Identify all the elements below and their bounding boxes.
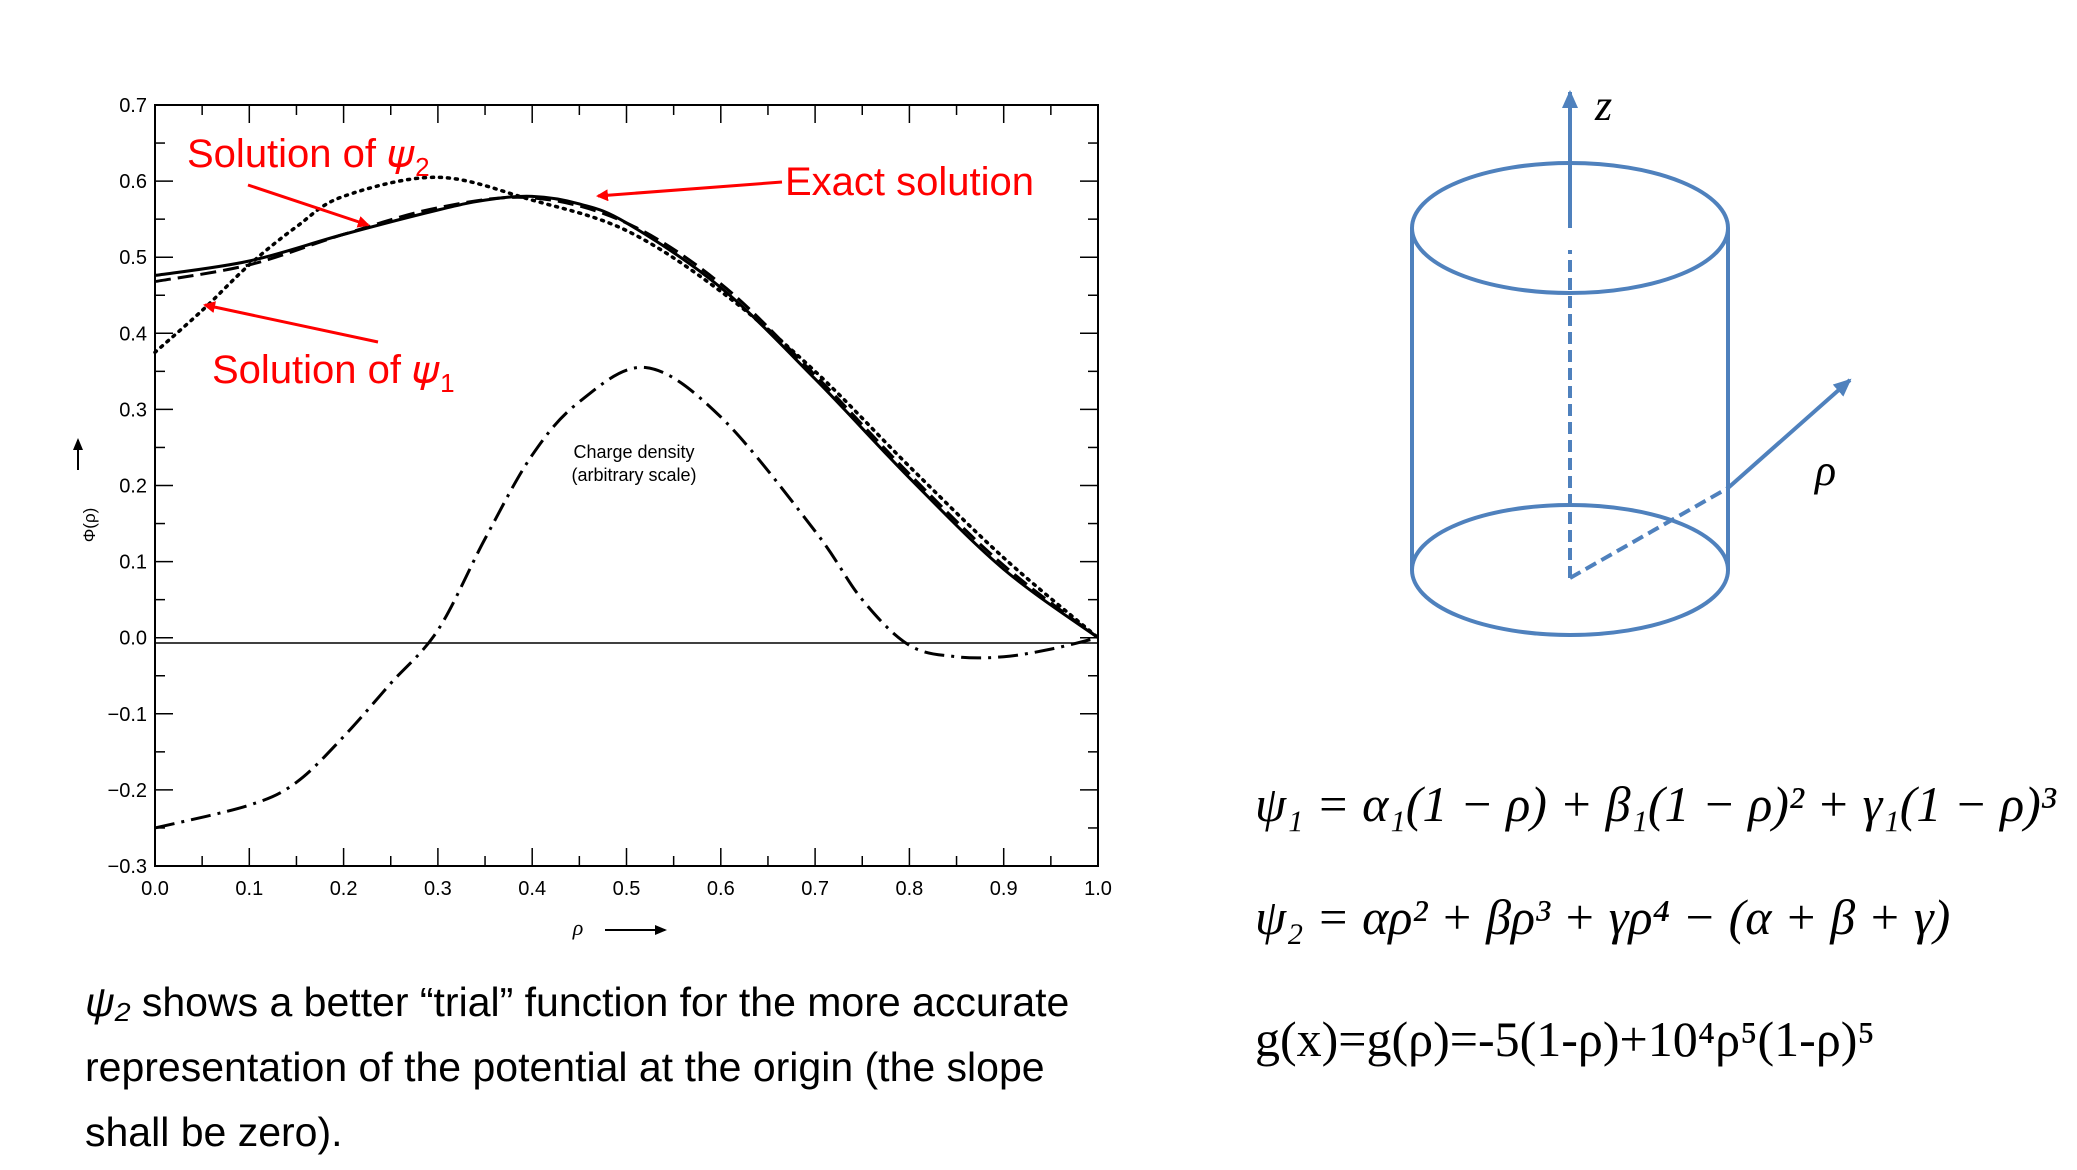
y-tick-label: 0.2 [119, 476, 147, 498]
y-tick-label: 0.3 [119, 399, 147, 421]
cylinder-diagram: z ρ [1410, 81, 1852, 637]
series-line-solid [154, 194, 1099, 639]
caption-psi: ψ₂ [85, 979, 131, 1025]
psi2-annotation-text: Solution of 𝜓 [187, 132, 416, 176]
x-tick-label: 0.2 [330, 878, 358, 900]
x-tick-label: 0.8 [895, 878, 923, 900]
y-tick-label: 0.0 [119, 628, 147, 650]
x-axis-label: ρ [572, 915, 584, 940]
y-tick-label: −0.3 [108, 856, 147, 878]
series-line-dashed [154, 195, 1099, 639]
y-axis-label: Φ(ρ) [80, 508, 99, 543]
series-line-dashdot [154, 366, 1099, 830]
psi1-annotation-text: Solution of 𝜓 [212, 348, 441, 392]
equation-g-text: g(x)=g(ρ)=-5(1-ρ)+10⁴ρ⁵(1-ρ)⁵ [1255, 1011, 1875, 1067]
axis-ticks [154, 104, 1099, 867]
caption: ψ₂ shows a better “trial” function for t… [85, 970, 1085, 1165]
charge-density-sublabel: (arbitrary scale) [571, 465, 696, 485]
y-tick-label: 0.5 [119, 247, 147, 269]
equation-psi2: ψ₂ = αρ² + βρ³ + γρ⁴ − (α + β + γ) [1255, 888, 1950, 946]
exact-annotation-arrow [596, 180, 783, 202]
psi1-annotation-sub: 1 [440, 368, 455, 398]
y-tick-label: −0.1 [108, 704, 147, 726]
series-line-dotted [153, 175, 1100, 640]
potential-plot: −0.3 −0.2 −0.1 0.0 0.1 0.2 0.3 0.4 0.5 0.6 0.7 0.0… [73, 95, 1112, 940]
equation-psi2-text: ψ₂ = αρ² + βρ³ + γρ⁴ − (α + β + γ) [1255, 889, 1951, 945]
y-tick-label: 0.1 [119, 552, 147, 574]
x-tick-label: 0.5 [613, 878, 641, 900]
psi2-annotation-label: Solution of 𝜓2 [187, 132, 430, 183]
rho-axis-label: ρ [1813, 446, 1836, 495]
psi2-annotation-arrow [247, 183, 370, 228]
y-tick-label: 0.7 [119, 95, 147, 117]
y-tick-label: 0.4 [119, 323, 147, 345]
exact-annotation-text: Exact solution [785, 160, 1035, 204]
y-tick-label: 0.6 [119, 171, 147, 193]
x-tick-label: 0.1 [235, 878, 263, 900]
x-tick-label: 0.4 [518, 878, 546, 900]
x-tick-label: 1.0 [1084, 878, 1112, 900]
y-tick-labels: −0.3 −0.2 −0.1 0.0 0.1 0.2 0.3 0.4 0.5 0.6 0.7 [108, 95, 147, 878]
x-tick-labels: 0.0 0.1 0.2 0.3 0.4 0.5 0.6 0.7 0.8 0.9 1.0 [141, 878, 1112, 900]
x-axis-label-group: ρ [572, 915, 667, 940]
psi1-annotation-arrow [203, 301, 379, 344]
rho-axis-inner-dashed [1569, 486, 1729, 580]
x-tick-label: 0.3 [424, 878, 452, 900]
x-tick-label: 0.6 [707, 878, 735, 900]
plot-frame [154, 104, 1099, 867]
rho-axis-arrow [1726, 378, 1852, 490]
equation-g: g(x)=g(ρ)=-5(1-ρ)+10⁴ρ⁵(1-ρ)⁵ [1255, 1010, 1875, 1068]
x-tick-label: 0.9 [990, 878, 1018, 900]
psi1-annotation-label: Solution of 𝜓1 [212, 348, 455, 399]
x-tick-label: 0.0 [141, 878, 169, 900]
charge-density-label: Charge density [573, 442, 694, 462]
equation-psi1-text: ψ₁ = α₁(1 − ρ) + β₁(1 − ρ)² + γ₁(1 − ρ)³ [1255, 776, 2056, 832]
psi2-annotation-sub: 2 [415, 152, 430, 182]
x-tick-label: 0.7 [801, 878, 829, 900]
caption-text: shows a better “trial” function for the … [85, 979, 1070, 1155]
exact-annotation-label: Exact solution [785, 160, 1034, 205]
equation-psi1: ψ₁ = α₁(1 − ρ) + β₁(1 − ρ)² + γ₁(1 − ρ)³ [1255, 775, 2056, 833]
z-axis-label: z [1594, 81, 1612, 130]
y-tick-label: −0.2 [108, 780, 147, 802]
y-axis-label-group: Φ(ρ) [73, 438, 99, 543]
series-group [153, 175, 1100, 830]
